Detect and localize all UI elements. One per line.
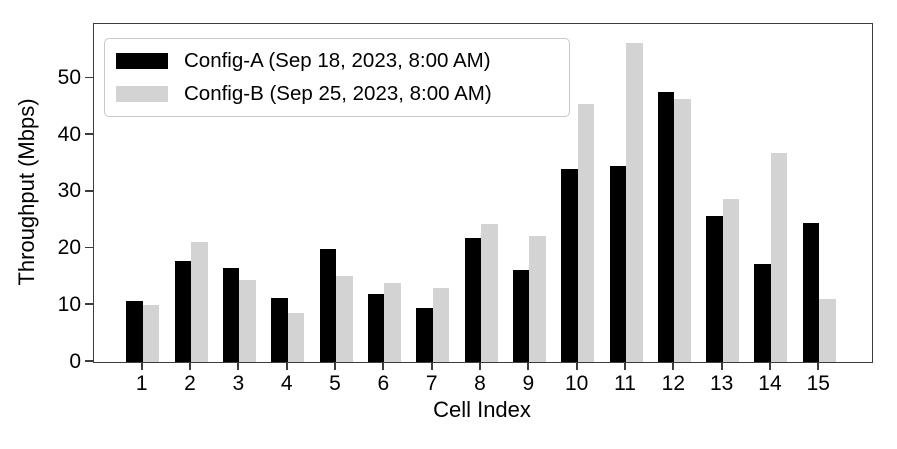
x-axis-tick-mark <box>334 363 336 370</box>
x-axis-tick-label: 1 <box>135 372 148 395</box>
x-axis-tick-label: 2 <box>184 372 196 395</box>
bar-config-b-cell-13 <box>722 199 740 362</box>
y-axis-tick-mark <box>85 189 93 192</box>
x-axis-tick-mark <box>430 363 433 370</box>
bar-config-a-cell-5 <box>319 248 337 362</box>
bar-config-b-cell-4 <box>287 313 305 362</box>
y-axis-tick-label: 0 <box>69 349 81 373</box>
x-axis-tick-label: 12 <box>661 372 685 395</box>
y-axis-tick-mark <box>85 303 93 306</box>
bar-config-b-cell-8 <box>481 223 498 362</box>
y-axis-tick-mark <box>85 76 93 79</box>
x-axis-tick-label: 6 <box>377 372 390 395</box>
bar-config-b-cell-5 <box>336 275 353 362</box>
y-axis-tick-label: 40 <box>57 122 81 146</box>
x-axis-tick-mark <box>285 363 288 370</box>
bar-config-a-cell-14 <box>754 264 771 362</box>
bar-config-b-cell-10 <box>577 103 595 362</box>
x-axis-tick-label: 7 <box>425 372 438 395</box>
bar-config-a-cell-7 <box>416 308 433 362</box>
x-axis-tick-label: 10 <box>564 372 589 395</box>
bar-config-b-cell-3 <box>239 280 256 362</box>
y-axis-tick-mark <box>85 360 93 362</box>
bar-config-b-cell-12 <box>674 98 691 362</box>
bar-config-a-cell-12 <box>657 92 675 362</box>
bar-config-a-cell-2 <box>174 261 192 362</box>
x-axis-tick-label: 11 <box>614 372 636 395</box>
bar-config-a-cell-15 <box>802 223 820 362</box>
legend-label: Config-A (Sep 18, 2023, 8:00 AM) <box>184 49 491 72</box>
bar-config-b-cell-9 <box>529 235 546 362</box>
y-axis-tick-mark <box>85 133 93 136</box>
x-axis-tick-label: 15 <box>806 372 830 395</box>
x-axis-tick-mark <box>382 363 385 370</box>
x-axis-tick-label: 5 <box>329 372 341 395</box>
x-axis-tick-mark <box>575 363 578 370</box>
bar-config-b-cell-7 <box>432 288 450 362</box>
legend: Config-A (Sep 18, 2023, 8:00 AM) Config-B… <box>104 38 570 117</box>
x-axis-tick-label: 9 <box>522 372 535 395</box>
x-axis-tick-mark <box>140 363 143 370</box>
bar-config-b-cell-11 <box>626 43 643 362</box>
x-axis-tick-mark <box>769 363 771 370</box>
legend-label: Config-B (Sep 25, 2023, 8:00 AM) <box>184 82 492 105</box>
x-axis-tick-mark <box>817 363 820 370</box>
bar-config-b-cell-2 <box>191 242 208 362</box>
bar-config-b-cell-6 <box>384 283 401 362</box>
x-axis-tick-label: 14 <box>758 372 782 395</box>
bar-config-b-cell-1 <box>142 305 160 362</box>
legend-swatch-icon <box>116 53 168 69</box>
x-axis-tick-mark <box>624 363 626 370</box>
legend-swatch-icon <box>116 86 168 102</box>
bar-config-b-cell-15 <box>819 299 836 362</box>
bar-config-a-cell-11 <box>609 165 626 362</box>
bar-config-a-cell-1 <box>126 300 143 362</box>
bar-config-a-cell-9 <box>512 269 530 362</box>
x-axis-label: Cell Index <box>433 397 531 422</box>
bar-config-a-cell-8 <box>464 237 481 362</box>
x-axis-tick-mark <box>720 363 723 370</box>
x-axis-tick-mark <box>672 363 675 370</box>
x-axis-tick-label: 4 <box>280 372 293 395</box>
y-axis-tick-label: 10 <box>57 292 81 316</box>
y-axis-tick-label: 30 <box>57 179 81 203</box>
bar-config-a-cell-6 <box>367 293 385 362</box>
x-axis-tick-label: 13 <box>709 372 734 395</box>
x-axis-tick-label: 8 <box>474 372 486 395</box>
x-axis-tick-mark <box>479 363 481 370</box>
y-axis-tick-label: 50 <box>57 65 81 89</box>
x-axis-tick-mark <box>189 363 191 370</box>
legend-row-config-b: Config-B (Sep 25, 2023, 8:00 AM) <box>105 81 569 107</box>
bar-config-b-cell-14 <box>770 153 788 362</box>
x-axis-tick-mark <box>237 363 240 370</box>
x-axis-tick-label: 3 <box>232 372 245 395</box>
x-axis-tick-mark <box>527 363 530 370</box>
bar-config-a-cell-13 <box>706 216 723 362</box>
legend-row-config-a: Config-A (Sep 18, 2023, 8:00 AM) <box>105 48 569 74</box>
bar-config-a-cell-3 <box>222 267 240 362</box>
bar-config-a-cell-10 <box>561 169 578 362</box>
y-axis-tick-label: 20 <box>57 236 81 260</box>
y-axis-tick-mark <box>85 246 93 249</box>
bar-config-a-cell-4 <box>271 297 288 362</box>
